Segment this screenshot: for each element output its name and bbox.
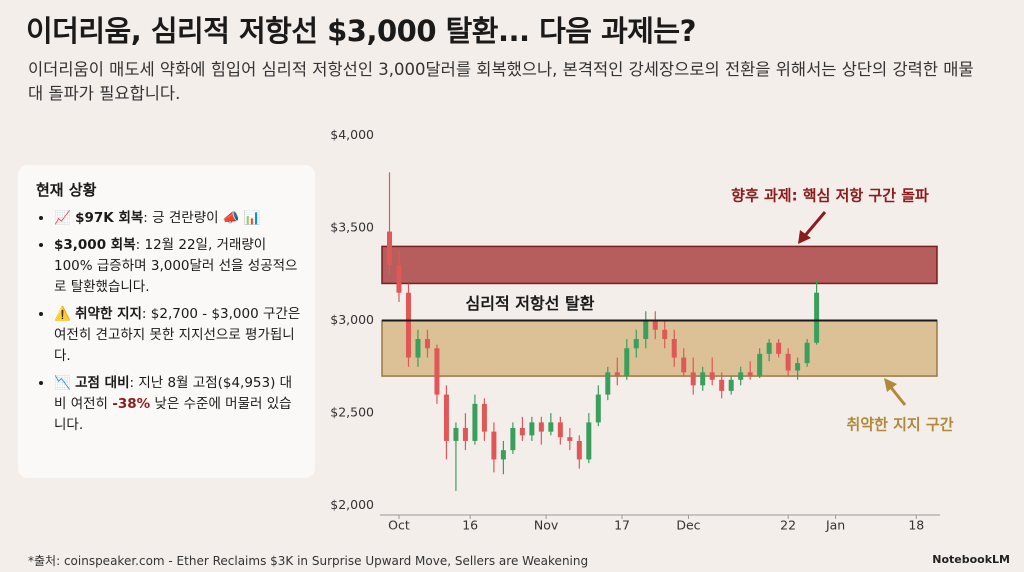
title: 이더리움, 심리적 저항선 $3,000 탈환... 다음 과제는? bbox=[26, 14, 696, 48]
panel-text: $3,000 회복 bbox=[54, 237, 136, 253]
panel-text: : 지난 8월 고점($4,953) 대비 여전히 bbox=[54, 375, 293, 412]
panel-text: : 긍 견란량이 📣 📊 bbox=[143, 210, 261, 226]
candle-body bbox=[453, 427, 459, 441]
status-panel: 현재 상황 📈 $97K 회복: 긍 견란량이 📣 📊 $3,000 회복: 12… bbox=[18, 165, 315, 478]
x-tick-label: 17 bbox=[614, 518, 630, 533]
candle-body bbox=[643, 320, 649, 340]
panel-text: 낮은 수준에 머물러 있습니다. bbox=[54, 396, 292, 433]
candle-body bbox=[662, 329, 668, 340]
panel-text: ⚠️ bbox=[54, 306, 76, 322]
panel-text: : 12월 22일, 거래량이 100% 급증하며 3,000달러 선을 성공적… bbox=[54, 237, 298, 295]
candle-body bbox=[614, 372, 620, 377]
panel-text: 고점 대비 bbox=[75, 375, 130, 391]
candle-body bbox=[747, 372, 753, 377]
x-tick-label: 18 bbox=[908, 518, 924, 533]
candle-body bbox=[424, 339, 430, 349]
candle-body bbox=[529, 422, 535, 436]
y-tick-label: $3,500 bbox=[330, 219, 374, 234]
panel-title: 현재 상황 bbox=[36, 181, 97, 199]
y-tick-label: $2,000 bbox=[330, 497, 374, 512]
panel-item: $3,000 회복: 12월 22일, 거래량이 100% 급증하며 3,000… bbox=[54, 235, 301, 298]
candle-body bbox=[567, 437, 573, 441]
candle-body bbox=[386, 231, 392, 265]
x-tick-label: 16 bbox=[462, 518, 478, 533]
x-tick-label: Jan bbox=[825, 518, 845, 533]
zone-label: 향후 과제: 핵심 저항 구간 돌파 bbox=[731, 187, 929, 205]
zone-band bbox=[381, 245, 938, 285]
x-tick-label: Oct bbox=[388, 518, 410, 533]
candle-body bbox=[690, 372, 696, 386]
candle-body bbox=[804, 342, 810, 364]
candle-body bbox=[462, 427, 468, 441]
candle-body bbox=[709, 372, 715, 380]
x-tick-label: Dec bbox=[676, 518, 700, 533]
y-tick-label: $2,500 bbox=[330, 405, 374, 420]
candle-body bbox=[795, 363, 801, 371]
candle-body bbox=[766, 342, 772, 354]
candle-body bbox=[738, 372, 744, 380]
panel-text: 취약한 지지 bbox=[75, 306, 142, 322]
candle-body bbox=[719, 379, 725, 391]
candle-body bbox=[586, 422, 592, 460]
candle-body bbox=[481, 403, 487, 432]
panel-text: -38% bbox=[112, 396, 151, 412]
x-tick-label: 22 bbox=[780, 518, 796, 533]
candle-body bbox=[415, 339, 421, 358]
candle-body bbox=[396, 264, 402, 293]
source-note: *출처: coinspeaker.com - Ether Reclaims $3… bbox=[28, 554, 589, 568]
candle-body bbox=[548, 422, 554, 432]
candle-body bbox=[652, 320, 658, 330]
y-tick-label: $4,000 bbox=[330, 127, 374, 142]
candle-body bbox=[757, 353, 763, 377]
logo: NotebookLM bbox=[932, 553, 1010, 566]
arrow-head bbox=[884, 378, 897, 392]
candle-body bbox=[633, 339, 639, 349]
zone-label: 취약한 지지 구간 bbox=[846, 416, 953, 434]
candle-body bbox=[510, 427, 516, 451]
arrow-head bbox=[798, 230, 811, 244]
candle-body bbox=[500, 450, 506, 460]
panel-item: 📈 $97K 회복: 긍 견란량이 📣 📊 bbox=[54, 208, 301, 229]
candle-body bbox=[472, 403, 478, 441]
panel-text: : $2,700 - $3,000 구간은 여전히 견고하지 못한 지지선으로 … bbox=[54, 306, 301, 364]
candle-body bbox=[405, 292, 411, 358]
candle-body bbox=[681, 357, 687, 373]
candle-body bbox=[576, 440, 582, 460]
candle-body bbox=[491, 431, 497, 460]
candle-body bbox=[434, 348, 440, 395]
panel-text: $97K 회복 bbox=[75, 210, 144, 226]
candle-body bbox=[700, 372, 706, 386]
candle-body bbox=[595, 394, 601, 423]
panel-list: 📈 $97K 회복: 긍 견란량이 📣 📊 $3,000 회복: 12월 22일,… bbox=[36, 208, 301, 436]
candle-body bbox=[814, 292, 820, 343]
arrow bbox=[801, 211, 827, 239]
candle-body bbox=[776, 342, 782, 354]
zone-band bbox=[381, 319, 938, 377]
panel-item: ⚠️ 취약한 지지: $2,700 - $3,000 구간은 여전히 견고하지 … bbox=[54, 304, 301, 367]
panel-text: 📈 bbox=[54, 210, 76, 226]
panel-text: 📉 bbox=[54, 375, 76, 391]
candle-body bbox=[605, 372, 611, 395]
y-tick-label: $3,000 bbox=[330, 312, 374, 327]
candle-body bbox=[624, 348, 630, 377]
arrow bbox=[887, 384, 907, 406]
x-tick-label: Nov bbox=[534, 518, 559, 533]
candle-body bbox=[557, 422, 563, 438]
candle-body bbox=[785, 353, 791, 371]
panel-item: 📉 고점 대비: 지난 8월 고점($4,953) 대비 여전히 -38% 낮은… bbox=[54, 373, 301, 436]
candle-body bbox=[519, 427, 525, 436]
candle-body bbox=[538, 422, 544, 432]
candle-body bbox=[443, 394, 449, 441]
candle-body bbox=[671, 339, 677, 358]
reference-label: 심리적 저항선 탈환 bbox=[466, 294, 595, 313]
subtitle: 이더리움이 매도세 약화에 힘입어 심리적 저항선인 3,000달러를 회복했으… bbox=[28, 60, 974, 103]
candle-body bbox=[728, 379, 734, 391]
